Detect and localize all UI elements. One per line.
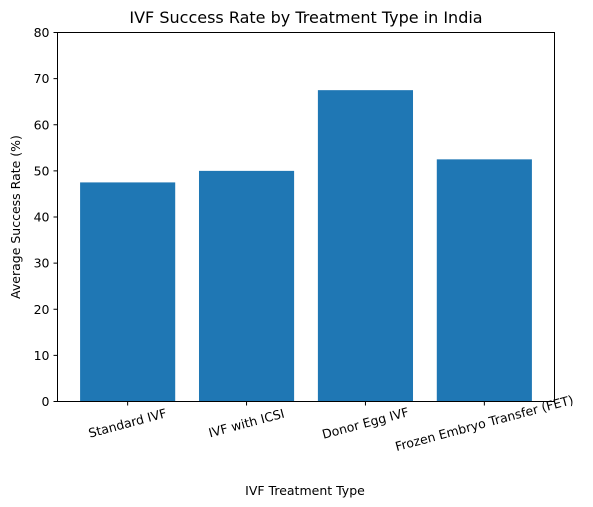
plot-frame	[57, 32, 555, 402]
x-axis-label: IVF Treatment Type	[245, 483, 365, 498]
bar-0	[80, 182, 176, 402]
y-tick-label-4: 40	[34, 210, 50, 225]
y-tick-label-1: 10	[34, 348, 50, 363]
x-tick-label-0: Standard IVF	[87, 405, 168, 440]
bar-1	[198, 170, 295, 402]
x-tick-label-1: IVF with ICSI	[207, 406, 286, 441]
bar-3	[436, 159, 532, 402]
x-tick-label-2: Donor Egg IVF	[320, 404, 410, 442]
y-tick-label-0: 0	[42, 394, 50, 409]
y-tick-label-5: 50	[34, 163, 50, 178]
chart-title: IVF Success Rate by Treatment Type in In…	[129, 8, 482, 27]
y-axis-label: Average Success Rate (%)	[8, 135, 23, 299]
y-tick-label-6: 60	[34, 117, 50, 132]
y-tick-label-2: 20	[34, 302, 50, 317]
bars-layer	[80, 90, 532, 402]
bar-2	[317, 90, 414, 402]
y-tick-label-8: 80	[34, 25, 50, 40]
y-tick-label-7: 70	[34, 71, 50, 86]
y-tick-label-3: 30	[34, 256, 50, 271]
